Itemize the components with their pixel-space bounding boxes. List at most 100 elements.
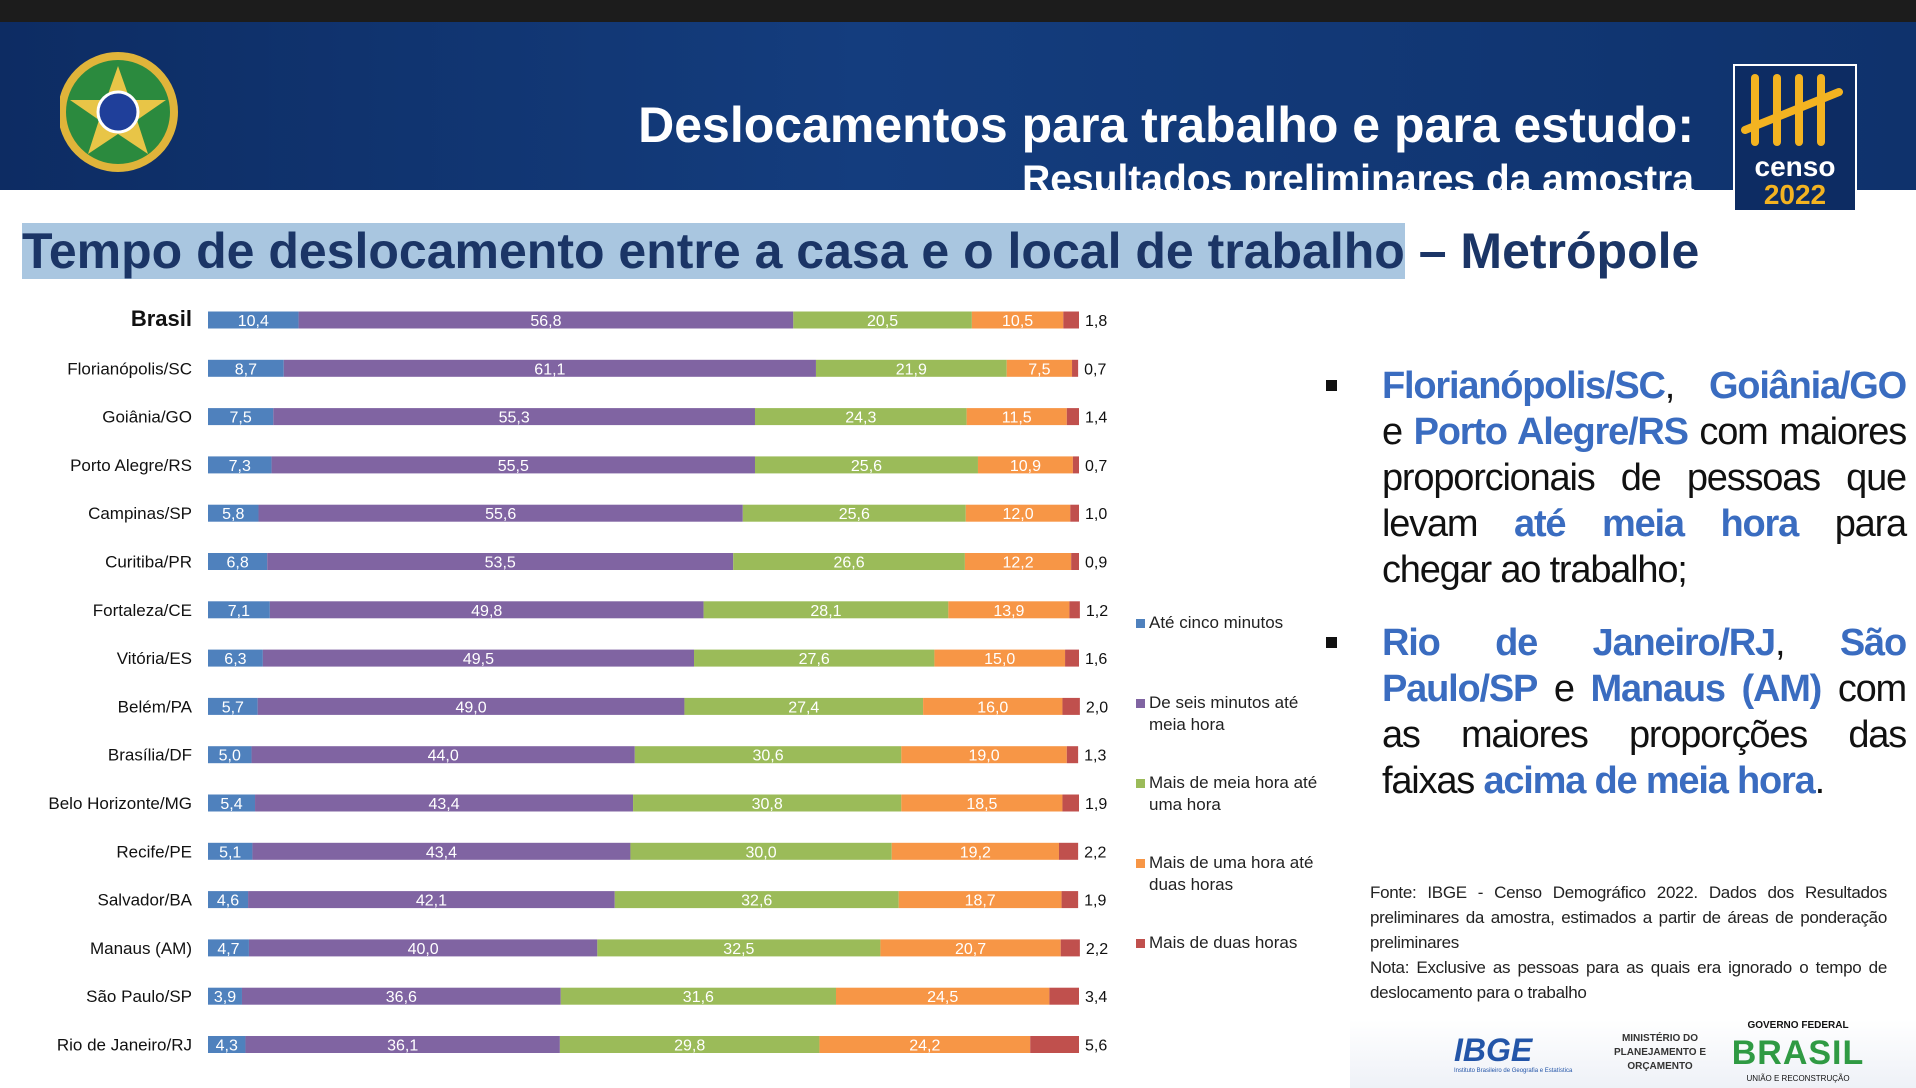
bar-segment	[1070, 504, 1079, 522]
value-label: 4,7	[217, 941, 239, 958]
footer-band: IBGE Instituto Brasileiro de Geografia e…	[1350, 1020, 1916, 1088]
gov-label: GOVERNO FEDERAL	[1747, 1020, 1849, 1031]
bar-segment	[1062, 697, 1080, 715]
bar-segment	[208, 891, 249, 909]
bullet-segment: com maiores proporcionais de pessoas que…	[1382, 411, 1907, 545]
highlight-text: Rio de Janeiro/RJ	[1382, 622, 1776, 664]
category-label: Porto Alegre/RS	[70, 456, 192, 475]
value-label: 1,9	[1085, 796, 1107, 813]
value-label: 31,6	[683, 989, 714, 1006]
bar-segment	[819, 1036, 1031, 1053]
bar-segment	[1062, 794, 1079, 812]
category-label: Salvador/BA	[98, 891, 193, 910]
legend-entry: Até cinco minutos	[1136, 612, 1336, 634]
bar-segment	[208, 987, 242, 1005]
bar-segment	[208, 697, 258, 715]
coat-of-arms	[60, 52, 178, 172]
value-label: 24,3	[845, 410, 876, 427]
bar-segment	[742, 504, 966, 522]
value-label: 27,6	[799, 651, 830, 668]
bar-segment	[255, 794, 634, 812]
bullet-segment: ,	[1774, 622, 1840, 664]
value-label: 5,6	[1085, 1038, 1107, 1055]
notes: Fonte: IBGE - Censo Demográfico 2022. Da…	[1370, 880, 1887, 1005]
bar-segment	[966, 408, 1067, 426]
bar-segment	[1060, 939, 1080, 957]
value-label: 1,9	[1084, 893, 1106, 910]
legend-label: Até cinco minutos	[1149, 613, 1284, 632]
bullet-text: Florianópolis/SC, Goiânia/GO e Porto Ale…	[1382, 363, 1907, 593]
value-label: 21,9	[896, 361, 927, 378]
value-label: 8,7	[235, 361, 257, 378]
value-label: 55,6	[485, 506, 516, 523]
ibge-subtitle: Instituto Brasileiro de Geografia e Esta…	[1454, 1068, 1573, 1074]
category-label: Vitória/ES	[117, 649, 192, 668]
value-label: 32,6	[741, 893, 772, 910]
highlight-text: Manaus (AM)	[1590, 668, 1823, 710]
value-label: 32,5	[723, 941, 754, 958]
category-label: Campinas/SP	[88, 504, 192, 523]
bullet-segment: e	[1382, 411, 1414, 453]
value-label: 3,4	[1085, 989, 1107, 1006]
highlight-text: Florianópolis/SC	[1382, 365, 1666, 407]
legend-swatch	[1136, 619, 1145, 628]
value-label: 4,3	[216, 1038, 238, 1055]
value-label: 43,4	[426, 844, 457, 861]
header-band: Deslocamentos para trabalho e para estud…	[0, 22, 1916, 212]
bar-segment	[630, 842, 892, 860]
value-label: 5,0	[219, 748, 241, 765]
highlight-text: São Paulo/SP	[1382, 622, 1907, 710]
bar-segment	[241, 987, 561, 1005]
bar-segment	[252, 842, 631, 860]
bullet-segment: ,	[1664, 365, 1709, 407]
legend-label: Mais de duas horas	[1149, 933, 1298, 952]
category-label: Fortaleza/CE	[93, 601, 192, 620]
bar-segment	[964, 553, 1072, 570]
value-label: 55,5	[498, 458, 529, 475]
ministry-logo: MINISTÉRIO DO PLANEJAMENTO E ORÇAMENTO	[1613, 1033, 1707, 1072]
legend-label: Mais de uma hora até duas horas	[1149, 853, 1314, 894]
bar-segment	[208, 794, 256, 812]
category-label: Manaus (AM)	[90, 939, 192, 958]
bar-segment	[733, 553, 965, 570]
bullet-text: Rio de Janeiro/RJ, São Paulo/SP e Manaus…	[1382, 620, 1907, 804]
legend-label: De seis minutos até meia hora	[1149, 693, 1299, 734]
value-label: 2,2	[1086, 941, 1108, 958]
value-label: 49,0	[455, 699, 486, 716]
category-label: Belo Horizonte/MG	[48, 794, 192, 813]
bar-segment	[597, 939, 881, 957]
union-label: UNIÃO E RECONSTRUÇÃO	[1746, 1074, 1850, 1083]
value-label: 7,5	[230, 410, 252, 427]
value-label: 1,0	[1085, 506, 1107, 523]
bar-segment	[273, 408, 755, 426]
legend-entry: Mais de uma hora até duas horas	[1136, 852, 1336, 896]
bar-segment	[1063, 311, 1079, 329]
bar-segment	[257, 697, 685, 715]
bar-segment	[208, 408, 274, 426]
value-label: 61,1	[534, 361, 565, 378]
bar-segment	[208, 746, 252, 764]
bar-segment	[560, 987, 836, 1005]
value-label: 0,7	[1084, 361, 1106, 378]
bullet-segment: .	[1814, 760, 1826, 802]
value-label: 24,5	[927, 989, 958, 1006]
value-label: 4,6	[217, 893, 239, 910]
bar-segment	[251, 746, 635, 764]
legend-swatch	[1136, 939, 1145, 948]
highlight-text: Goiânia/GO	[1708, 365, 1907, 407]
bar-segment	[248, 939, 598, 957]
chart-title: Tempo de deslocamento entre a casa e o l…	[22, 222, 1699, 280]
value-label: 12,2	[1002, 555, 1033, 572]
legend-swatch	[1136, 699, 1145, 708]
value-label: 7,5	[1028, 361, 1050, 378]
value-label: 40,0	[408, 941, 439, 958]
value-label: 16,0	[977, 699, 1008, 716]
value-label: 29,8	[674, 1038, 705, 1055]
value-label: 19,2	[960, 844, 991, 861]
value-label: 7,1	[228, 603, 250, 620]
bar-segment	[1072, 359, 1079, 377]
source-note: Fonte: IBGE - Censo Demográfico 2022. Da…	[1370, 883, 1887, 952]
value-label: 6,3	[224, 651, 246, 668]
legend-entry: Mais de duas horas	[1136, 932, 1336, 954]
